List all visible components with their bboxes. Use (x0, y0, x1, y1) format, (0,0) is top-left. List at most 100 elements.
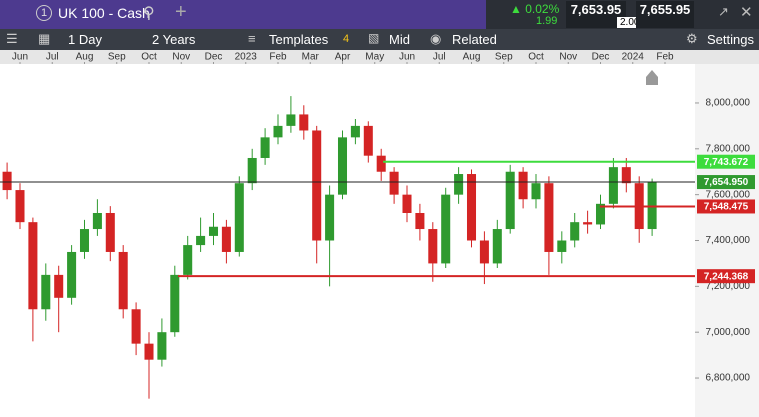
x-tick-label: Sep (495, 52, 513, 63)
x-tick-label: Nov (172, 52, 190, 63)
candle-body (492, 229, 502, 264)
candle-body (337, 137, 348, 195)
templates-icon: ≡ (248, 31, 256, 46)
candle-body (376, 155, 386, 172)
candle-body (144, 343, 154, 360)
candle-body (350, 125, 360, 138)
x-tick-label: Jul (46, 52, 59, 63)
candle-body (363, 125, 373, 156)
sell-price[interactable]: 7,653.95 (566, 1, 626, 28)
candle-body (389, 171, 399, 195)
chart: Jun Jul Aug Sep Oct Nov Dec 2023 Feb Mar Apr May Jun… (0, 50, 759, 417)
change-pct-value: 0.02% (525, 2, 560, 16)
title-bar: 1 UK 100 - Cash ⚲ + ▲ 0.02% 1.99 7,653.9… (0, 0, 759, 29)
candle-body (402, 194, 412, 213)
search-icon[interactable]: ⚲ (143, 5, 155, 22)
x-tick-label: Dec (592, 52, 610, 63)
expand-icon[interactable]: ↗ (718, 4, 729, 19)
price-tag-label: 7,654.950 (704, 177, 749, 188)
layout-icon[interactable]: ▦ (38, 31, 51, 46)
candle-body (557, 240, 567, 252)
x-tick-label: Oct (528, 52, 544, 63)
candle-body (234, 183, 244, 252)
candle-body (105, 212, 115, 252)
scroll-marker[interactable] (646, 70, 658, 85)
settings[interactable]: Settings (707, 32, 754, 47)
buy-price[interactable]: 7,655.95 (636, 1, 694, 28)
related-icon: ◉ (430, 31, 442, 46)
candle-body (118, 251, 128, 310)
price-tag-label: 7,244.368 (704, 271, 749, 282)
candle-body (260, 137, 270, 158)
info-icon[interactable]: 1 (36, 5, 52, 21)
candle-body (221, 226, 231, 252)
price-type[interactable]: Mid (389, 32, 410, 47)
x-tick-label: Feb (656, 52, 674, 63)
candle-body (273, 125, 283, 138)
candle-body (131, 309, 141, 344)
y-tick-label: 7,600,000 (706, 189, 751, 200)
candle-body (2, 171, 12, 191)
change: 1.99 (536, 15, 558, 27)
candle-body (92, 212, 102, 230)
templates[interactable]: Templates (269, 32, 329, 47)
add-tab[interactable]: + (175, 1, 187, 23)
toolbar: ☰ ▦ 1 Day 2 Years ≡ Templates 4 ▧ Mid ◉ … (0, 29, 759, 50)
settings-icon: ⚙ (686, 31, 698, 46)
candle-body (415, 212, 425, 230)
date-axis-bg (0, 50, 759, 64)
candle-body (183, 245, 193, 275)
candle-body (54, 274, 64, 298)
candle-body (247, 157, 257, 184)
x-tick-label: Aug (463, 52, 481, 63)
candle-body (544, 183, 554, 252)
candle-body (441, 194, 451, 264)
x-tick-label: Dec (205, 52, 223, 63)
x-tick-label: Jun (399, 52, 415, 63)
x-tick-label: Apr (335, 52, 351, 63)
y-tick-label: 8,000,000 (706, 98, 751, 109)
change-pct: ▲ 0.02% (510, 2, 560, 16)
price-tag (697, 154, 755, 169)
candle-body (608, 167, 618, 204)
y-tick-label: 7,000,000 (706, 327, 751, 338)
candle-body (15, 190, 25, 223)
candle-body (312, 130, 322, 241)
x-tick-label: 2024 (622, 52, 645, 63)
candle-body (505, 171, 515, 230)
candle-body (325, 194, 335, 241)
candle-body (170, 274, 180, 333)
menu-icon[interactable]: ☰ (6, 31, 18, 46)
candle-body (286, 114, 296, 126)
candle-body (428, 229, 438, 264)
x-tick-label: Nov (559, 52, 577, 63)
price-tag (697, 175, 755, 190)
related[interactable]: Related (452, 32, 497, 47)
interval[interactable]: 1 Day (68, 32, 102, 47)
candle-body (621, 167, 631, 184)
candle-body (208, 226, 219, 236)
candle-body (157, 332, 167, 360)
price-tag-label: 7,548.475 (704, 202, 749, 213)
y-tick-label: 7,400,000 (706, 235, 751, 246)
y-tick-label: 7,200,000 (706, 281, 751, 292)
candle-body (79, 229, 90, 252)
candle-body (531, 183, 541, 200)
price-tag (697, 269, 755, 284)
x-tick-label: Oct (141, 52, 157, 63)
spread: 2.00 (617, 17, 643, 28)
candle-body (196, 235, 206, 246)
range[interactable]: 2 Years (152, 32, 196, 47)
price-tag (697, 199, 755, 214)
candle-body (595, 203, 606, 225)
candle-body (299, 114, 309, 131)
price-type-icon: ▧ (368, 31, 380, 45)
candle-body (570, 222, 580, 241)
candle-body (41, 274, 51, 310)
close-icon[interactable]: ✕ (740, 4, 753, 21)
instrument-name[interactable]: UK 100 - Cash (58, 5, 150, 21)
x-tick-label: May (365, 52, 384, 63)
price-axis-bg (695, 64, 759, 417)
candle-body (583, 222, 593, 225)
